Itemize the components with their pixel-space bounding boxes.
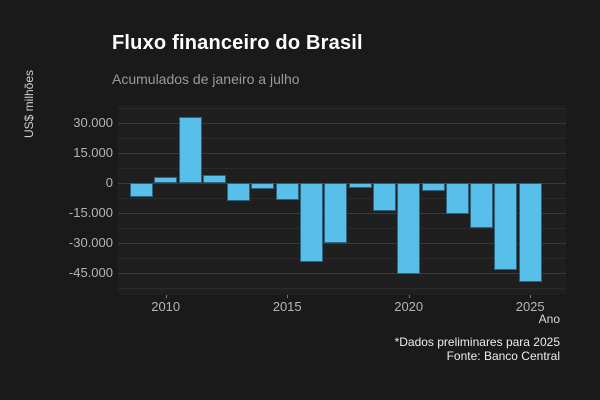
x-tick-mark-2025 (530, 295, 532, 298)
bar-2017 (324, 183, 348, 243)
gridline-minor (118, 108, 566, 110)
caption-line-2: Fonte: Banco Central (446, 349, 560, 363)
chart-subtitle: Acumulados de janeiro a julho (112, 71, 300, 87)
bar-2025 (518, 183, 542, 283)
bar-2020 (397, 183, 421, 275)
y-tick-label-0: 0 (105, 175, 113, 191)
gridline-minor (118, 168, 566, 170)
y-axis-tick-labels: 30.000 15.000 0 -15.000 -30.000 -45.000 (30, 105, 113, 295)
bar-2016 (300, 183, 323, 262)
caption-line-1: *Dados preliminares para 2025 (394, 335, 560, 349)
bar-2015 (275, 183, 299, 200)
bar-2009 (129, 183, 153, 198)
x-tick-label-2025: 2025 (515, 299, 545, 314)
bar-2014 (251, 183, 275, 190)
x-tick-mark-2020 (408, 295, 410, 298)
chart-title: Fluxo financeiro do Brasil (112, 32, 363, 54)
bar-2022 (445, 183, 469, 214)
bar-2024 (494, 183, 518, 270)
y-tick-label--30000: -30.000 (68, 235, 113, 251)
bar-2018 (348, 183, 372, 189)
bar-2013 (227, 183, 251, 201)
y-tick-label-15000: 15.000 (73, 145, 113, 161)
x-axis-tick-labels: 2010 2015 2020 2025 (118, 295, 566, 315)
bar-2010 (154, 177, 178, 184)
caption: *Dados preliminares para 2025 Fonte: Ban… (0, 335, 560, 363)
plot-panel (118, 105, 566, 295)
gridline-30000 (118, 123, 566, 125)
gridline-minor (118, 288, 566, 290)
gridline-minor (118, 138, 566, 140)
bar-2019 (372, 183, 396, 211)
x-tick-label-2015: 2015 (272, 299, 302, 314)
x-tick-mark-2015 (287, 295, 289, 298)
gridline--30000 (118, 243, 566, 245)
bar-2011 (178, 116, 202, 184)
x-axis-label: Ano (538, 312, 560, 326)
gridline--45000 (118, 273, 566, 275)
bar-2021 (421, 183, 445, 192)
y-tick-label-30000: 30.000 (73, 115, 113, 131)
y-tick-label--15000: -15.000 (68, 205, 113, 221)
bar-2023 (470, 183, 494, 229)
gridline-minor (118, 258, 566, 260)
y-tick-label--45000: -45.000 (68, 265, 113, 281)
bar-2012 (202, 175, 226, 184)
x-tick-label-2010: 2010 (151, 299, 181, 314)
x-tick-label-2020: 2020 (394, 299, 424, 314)
gridline-15000 (118, 153, 566, 155)
x-tick-mark-2010 (165, 295, 167, 298)
